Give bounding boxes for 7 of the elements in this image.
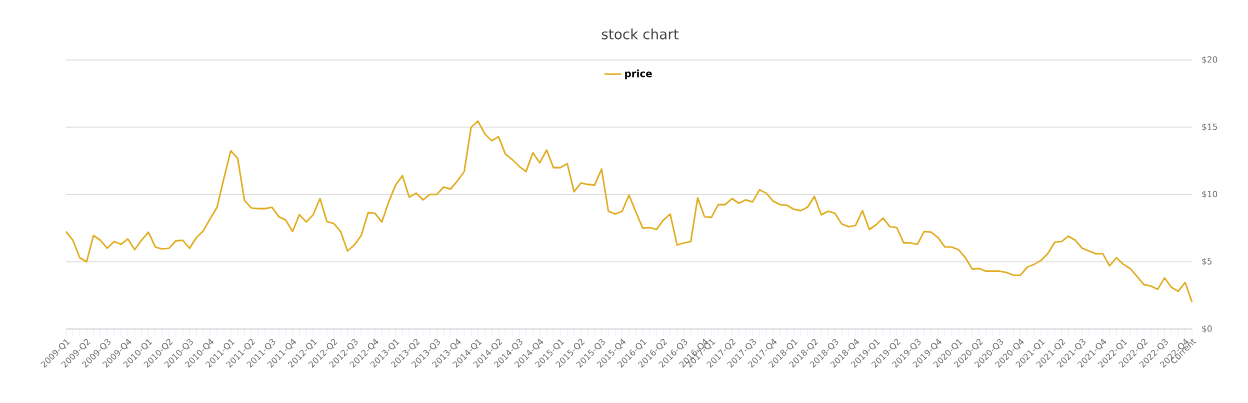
y-tick-label: $0: [1202, 325, 1212, 333]
y-tick-label: $15: [1202, 123, 1217, 132]
y-tick-label: $5: [1202, 257, 1212, 266]
y-tick-label: $20: [1202, 56, 1218, 64]
legend-label: price: [625, 69, 652, 80]
chart-title: stock chart: [601, 28, 679, 40]
y-tick-label: $10: [1202, 190, 1218, 199]
